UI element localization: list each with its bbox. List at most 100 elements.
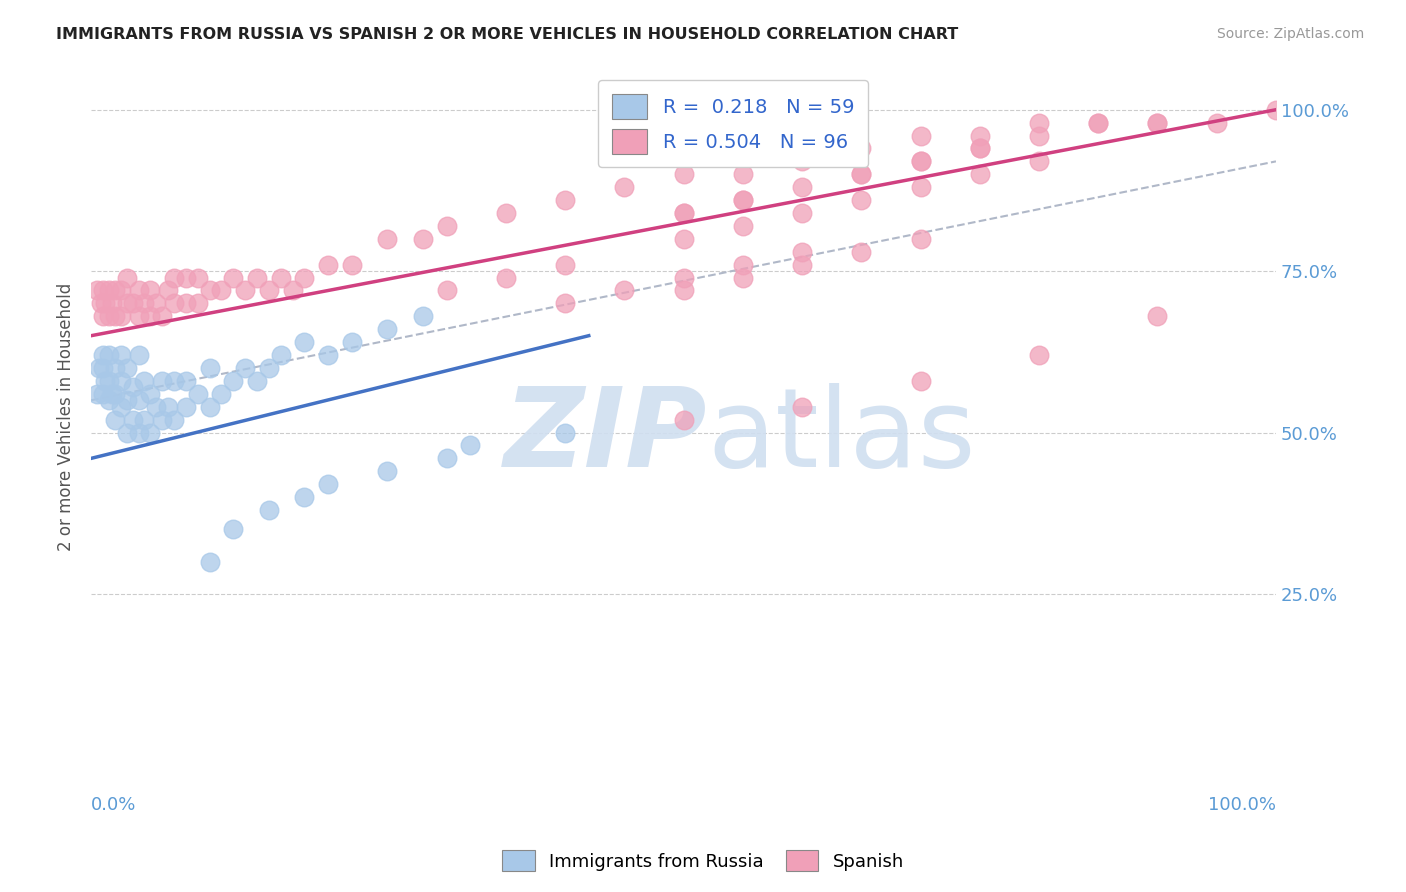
Point xyxy=(187,386,209,401)
Point xyxy=(1087,115,1109,129)
Point xyxy=(89,361,111,376)
Point xyxy=(731,258,754,272)
Point xyxy=(110,348,132,362)
Point xyxy=(377,464,399,478)
Point xyxy=(910,154,932,169)
Point xyxy=(1087,115,1109,129)
Point xyxy=(910,128,932,143)
Point xyxy=(222,270,245,285)
Point xyxy=(790,400,813,414)
Point xyxy=(90,296,112,310)
Point xyxy=(97,374,120,388)
Point xyxy=(790,258,813,272)
Point xyxy=(222,374,245,388)
Text: 100.0%: 100.0% xyxy=(1208,796,1277,814)
Point xyxy=(110,310,132,324)
Point xyxy=(436,284,458,298)
Point xyxy=(910,154,932,169)
Point xyxy=(211,386,233,401)
Point xyxy=(104,284,127,298)
Point xyxy=(672,412,695,426)
Point xyxy=(115,361,138,376)
Point xyxy=(150,412,173,426)
Point xyxy=(672,167,695,181)
Point xyxy=(340,258,363,272)
Point xyxy=(121,412,143,426)
Point xyxy=(128,284,150,298)
Point xyxy=(94,296,117,310)
Point xyxy=(294,490,316,504)
Point xyxy=(458,438,481,452)
Point xyxy=(101,296,124,310)
Point xyxy=(1028,115,1050,129)
Point xyxy=(412,232,434,246)
Point xyxy=(672,206,695,220)
Point xyxy=(257,284,280,298)
Point xyxy=(1205,115,1227,129)
Point xyxy=(851,141,873,155)
Point xyxy=(436,219,458,233)
Point xyxy=(554,425,576,440)
Point xyxy=(163,412,186,426)
Point xyxy=(134,412,156,426)
Point xyxy=(257,503,280,517)
Point xyxy=(97,393,120,408)
Point xyxy=(211,284,233,298)
Point xyxy=(139,284,162,298)
Point xyxy=(613,284,636,298)
Legend: Immigrants from Russia, Spanish: Immigrants from Russia, Spanish xyxy=(495,843,911,879)
Point xyxy=(128,425,150,440)
Point xyxy=(613,180,636,194)
Point xyxy=(316,477,339,491)
Point xyxy=(270,270,292,285)
Point xyxy=(731,167,754,181)
Point xyxy=(790,154,813,169)
Point xyxy=(157,284,180,298)
Point xyxy=(91,361,114,376)
Point xyxy=(412,310,434,324)
Point xyxy=(97,348,120,362)
Point xyxy=(139,425,162,440)
Point xyxy=(97,284,120,298)
Text: ZIP: ZIP xyxy=(503,384,707,491)
Point xyxy=(316,348,339,362)
Point xyxy=(731,193,754,207)
Point xyxy=(1265,103,1288,117)
Point xyxy=(150,310,173,324)
Point xyxy=(1028,348,1050,362)
Point xyxy=(104,386,127,401)
Point xyxy=(851,167,873,181)
Point xyxy=(157,400,180,414)
Point xyxy=(187,270,209,285)
Point xyxy=(91,348,114,362)
Point xyxy=(246,270,269,285)
Point xyxy=(86,386,108,401)
Point xyxy=(910,180,932,194)
Point xyxy=(128,310,150,324)
Point xyxy=(294,335,316,350)
Point xyxy=(104,310,127,324)
Point xyxy=(104,361,127,376)
Point xyxy=(281,284,304,298)
Point xyxy=(233,361,256,376)
Point xyxy=(1146,115,1168,129)
Point xyxy=(672,284,695,298)
Point xyxy=(121,380,143,394)
Point xyxy=(115,296,138,310)
Text: Source: ZipAtlas.com: Source: ZipAtlas.com xyxy=(1216,27,1364,41)
Point xyxy=(187,296,209,310)
Point xyxy=(110,374,132,388)
Point xyxy=(233,284,256,298)
Point xyxy=(174,374,197,388)
Point xyxy=(1146,310,1168,324)
Point xyxy=(910,374,932,388)
Point xyxy=(163,296,186,310)
Point xyxy=(554,296,576,310)
Point xyxy=(174,296,197,310)
Point xyxy=(198,555,221,569)
Point xyxy=(672,206,695,220)
Point xyxy=(495,270,517,285)
Point xyxy=(731,193,754,207)
Point xyxy=(1028,154,1050,169)
Point xyxy=(198,361,221,376)
